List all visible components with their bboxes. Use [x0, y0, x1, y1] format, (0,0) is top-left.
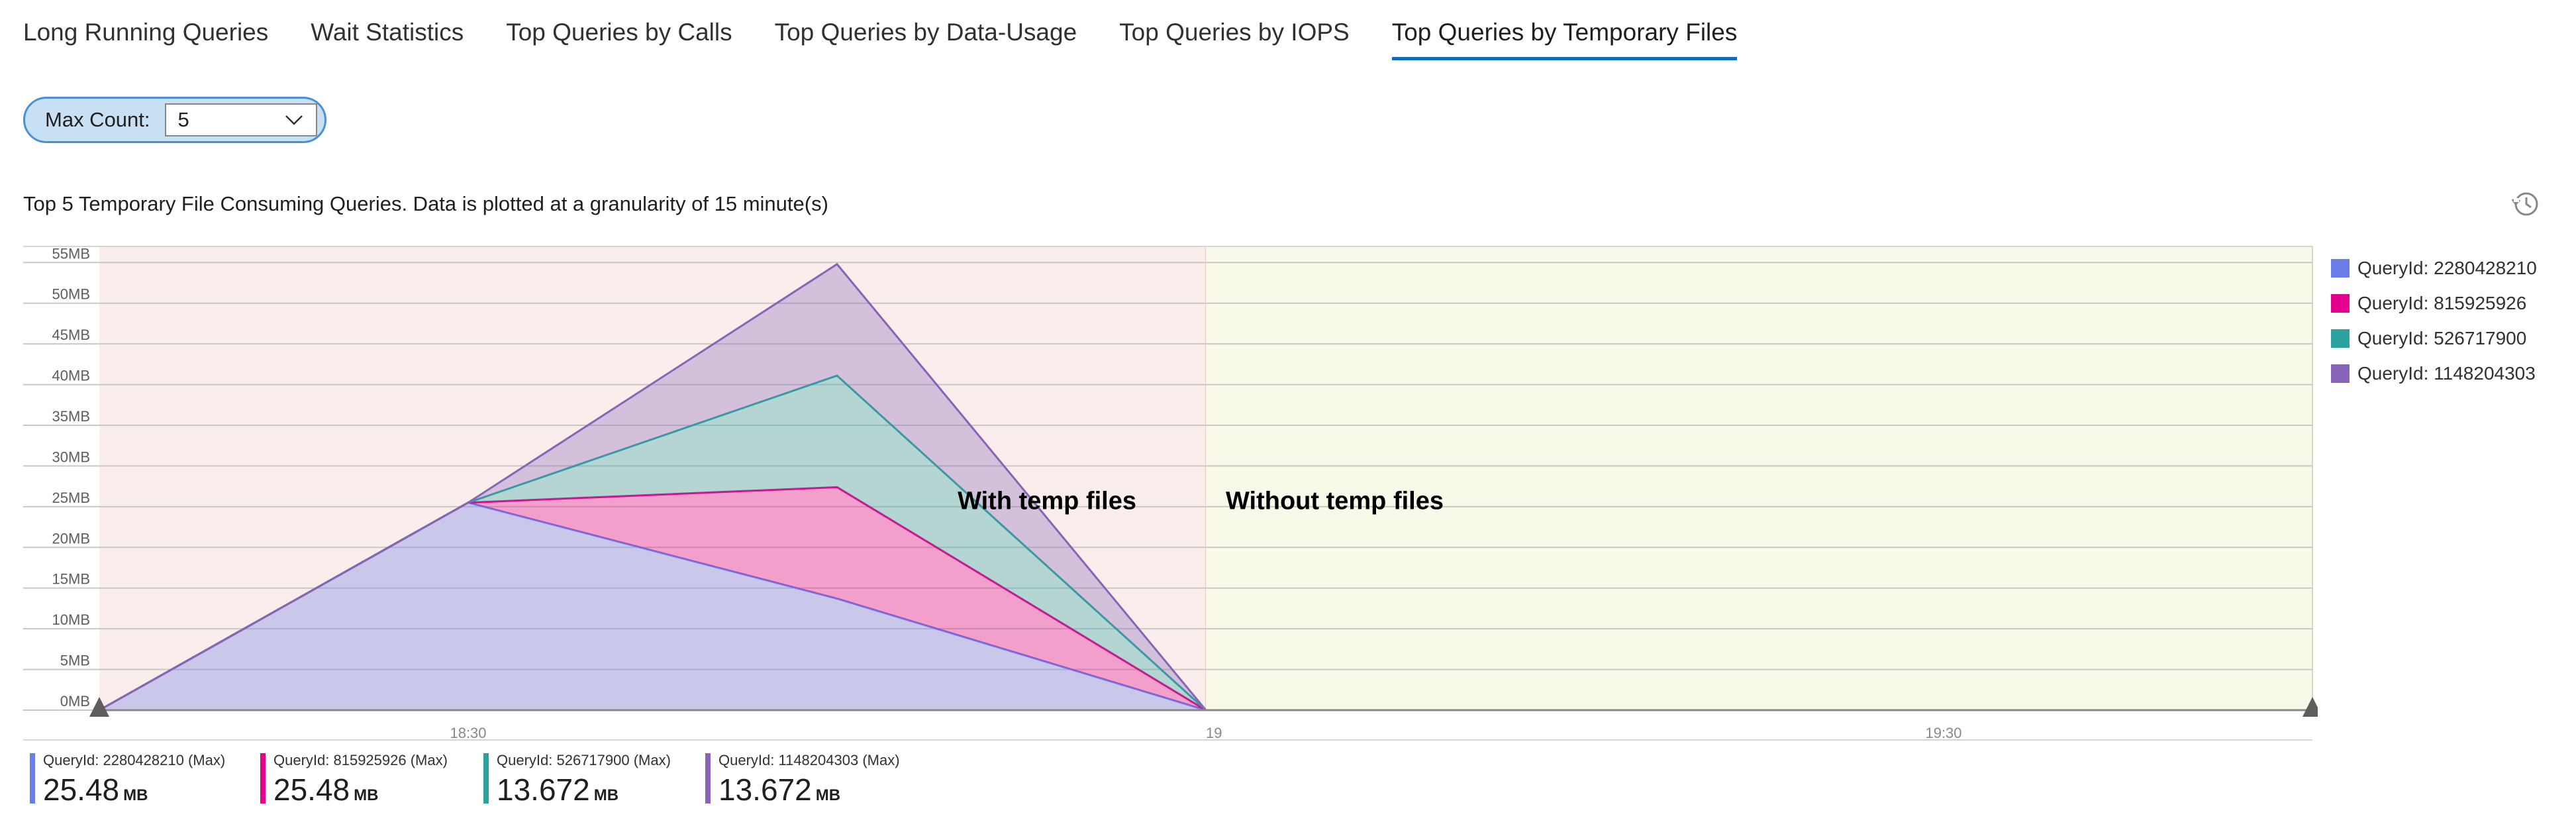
y-tick-label: 20MB: [52, 530, 90, 547]
y-tick-label: 40MB: [52, 368, 90, 384]
y-tick-label: 25MB: [52, 490, 90, 506]
summary-unit: MB: [123, 786, 148, 804]
chart-title: Top 5 Temporary File Consuming Queries. …: [23, 192, 828, 215]
series-area: [99, 487, 2312, 710]
legend-swatch: [2331, 329, 2350, 348]
legend-label: QueryId: 2280428210: [2357, 257, 2537, 278]
legend-label: QueryId: 526717900: [2357, 327, 2527, 348]
y-tick-label: 30MB: [52, 448, 90, 465]
tab-bar: Long Running Queries Wait Statistics Top…: [23, 0, 1779, 61]
max-count-value: 5: [177, 108, 189, 131]
summary-color-bar: [30, 753, 35, 804]
summary-color-bar: [483, 753, 489, 804]
y-tick-label: 35MB: [52, 408, 90, 425]
summary-name: QueryId: 526717900 (Max): [497, 752, 671, 768]
summary-815925926: QueryId: 815925926 (Max) 25.48 MB: [260, 752, 448, 807]
summary-unit: MB: [815, 786, 841, 804]
y-tick-label: 50MB: [52, 286, 90, 303]
tab-top-queries-by-data-usage[interactable]: Top Queries by Data-Usage: [774, 19, 1077, 46]
range-handle[interactable]: [89, 697, 109, 717]
summary-name: QueryId: 2280428210 (Max): [43, 752, 226, 768]
max-count-label: Max Count:: [45, 108, 150, 131]
max-count-filter: Max Count: 5: [23, 97, 326, 143]
summary-color-bar: [705, 753, 711, 804]
region-label: With temp files: [958, 488, 1136, 515]
legend-item[interactable]: QueryId: 1148204303: [2331, 356, 2537, 391]
summary-unit: MB: [354, 786, 379, 804]
summary-name: QueryId: 815925926 (Max): [273, 752, 448, 768]
temp-files-area-chart: 0MB 5MB 10MB 15MB 20MB 25MB 30MB 35MB 40MB 45MB 50…: [23, 245, 2318, 741]
region-label: Without temp files: [1226, 488, 1444, 515]
legend-label: QueryId: 1148204303: [2357, 362, 2536, 384]
summary-value: 25.48: [43, 772, 120, 807]
tab-wait-statistics[interactable]: Wait Statistics: [311, 19, 464, 46]
summary-526717900: QueryId: 526717900 (Max) 13.672 MB: [483, 752, 671, 807]
y-tick-label: 45MB: [52, 327, 90, 343]
y-tick-label: 5MB: [60, 653, 90, 669]
legend-swatch: [2331, 364, 2350, 383]
summary-unit: MB: [593, 786, 619, 804]
summary-value: 13.672: [497, 772, 590, 807]
legend-item[interactable]: QueryId: 526717900: [2331, 321, 2537, 356]
y-tick-label: 55MB: [52, 245, 90, 262]
series-area: [99, 376, 2312, 710]
legend-item[interactable]: QueryId: 815925926: [2331, 286, 2537, 321]
summary-color-bar: [260, 753, 266, 804]
x-tick-label: 19: [1206, 725, 1222, 741]
chart-region-band: [99, 246, 1206, 710]
chart-legend: QueryId: 2280428210 QueryId: 815925926 Q…: [2331, 250, 2537, 391]
max-count-dropdown[interactable]: 5: [164, 103, 317, 136]
legend-label: QueryId: 815925926: [2357, 292, 2527, 313]
tab-top-queries-by-temporary-files[interactable]: Top Queries by Temporary Files: [1391, 0, 1738, 60]
y-tick-label: 15MB: [52, 571, 90, 588]
chevron-down-icon: [285, 115, 303, 125]
legend-item[interactable]: QueryId: 2280428210: [2331, 250, 2537, 286]
range-handle[interactable]: [2303, 697, 2318, 717]
x-tick-label: 18:30: [450, 725, 486, 741]
summary-1148204303: QueryId: 1148204303 (Max) 13.672 MB: [705, 752, 900, 807]
x-tick-label: 19:30: [1925, 725, 1961, 741]
chart-region-band: [1206, 246, 2312, 710]
tab-long-running-queries[interactable]: Long Running Queries: [23, 19, 269, 46]
series-area: [99, 502, 2312, 710]
tab-top-queries-by-calls[interactable]: Top Queries by Calls: [506, 19, 732, 46]
legend-swatch: [2331, 293, 2350, 313]
y-tick-label: 10MB: [52, 611, 90, 628]
summary-value: 13.672: [718, 772, 812, 807]
summary-value: 25.48: [273, 772, 350, 807]
y-tick-label: 0MB: [60, 693, 90, 709]
summary-name: QueryId: 1148204303 (Max): [718, 752, 900, 768]
history-icon[interactable]: [2510, 189, 2540, 219]
legend-swatch: [2331, 258, 2350, 278]
tab-top-queries-by-iops[interactable]: Top Queries by IOPS: [1119, 19, 1350, 46]
summary-2280428210: QueryId: 2280428210 (Max) 25.48 MB: [30, 752, 226, 807]
